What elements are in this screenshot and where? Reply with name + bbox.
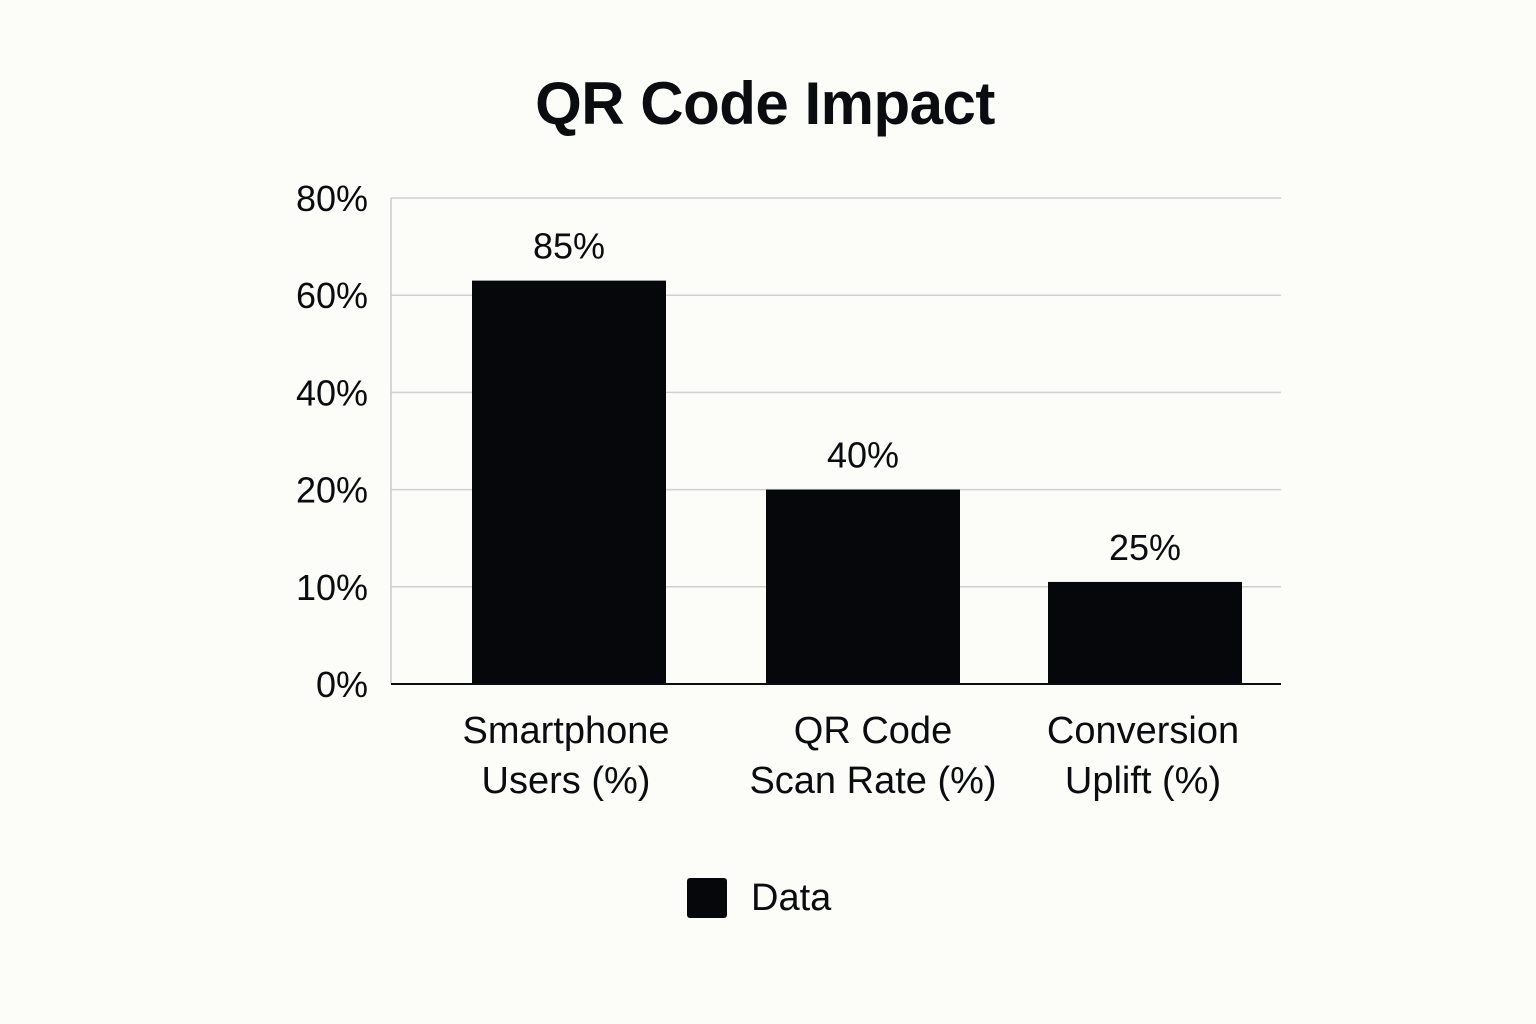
y-tick-label: 80% [296,178,368,219]
y-tick-label: 0% [316,664,368,705]
x-category-label: QR Code [794,710,952,752]
x-category-label: Uplift (%) [1065,760,1221,802]
chart-title: QR Code Impact [535,70,995,137]
x-category-label: Smartphone [462,710,669,752]
x-category-label: Conversion [1047,710,1239,752]
y-tick-label: 20% [296,470,368,511]
bars [472,280,1242,684]
y-tick-label: 60% [296,275,368,316]
legend-label: Data [751,877,832,919]
legend-swatch [687,878,727,918]
bar-data-label: 85% [533,226,605,267]
y-axis-ticks: 0% 10% 20% 40% 60% 80% [296,178,368,705]
bar [1048,581,1242,684]
y-tick-label: 10% [296,567,368,608]
bar-data-label: 40% [827,435,899,476]
data-labels: 85% 40% 25% [533,226,1181,568]
bar [472,280,666,684]
bar-data-label: 25% [1109,527,1181,568]
x-category-label: Scan Rate (%) [749,760,996,802]
axes [390,198,1281,685]
category-labels: Smartphone Users (%) QR Code Scan Rate (%) C… [462,710,1239,802]
y-tick-label: 40% [296,372,368,413]
legend: Data [687,876,831,920]
x-category-label: Users (%) [482,760,651,802]
bar [766,489,960,684]
